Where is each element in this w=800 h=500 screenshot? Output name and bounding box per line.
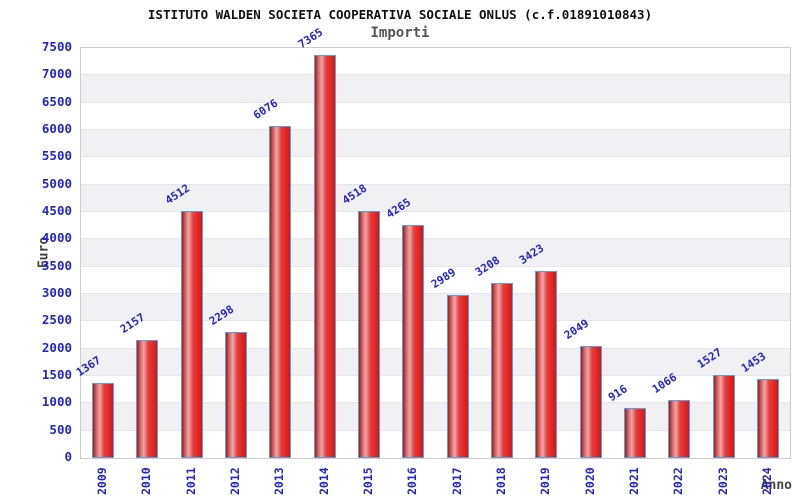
y-tick-label: 7000 [41, 66, 72, 82]
x-tick-label: 2023 [715, 467, 730, 495]
grid-band [81, 184, 790, 212]
y-tick-label: 3500 [41, 257, 72, 273]
x-tick-label: 2014 [316, 467, 331, 495]
x-tick-label: 2010 [139, 467, 154, 495]
x-tick-label: 2024 [759, 467, 774, 495]
x-tick-label: 2015 [361, 467, 376, 495]
bar-2013 [269, 125, 292, 458]
y-tick-label: 500 [49, 421, 72, 437]
bar-2020 [579, 346, 602, 458]
chart-title: ISTITUTO WALDEN SOCIETA COOPERATIVA SOCI… [147, 7, 653, 22]
plot-area: 1367 2157 4512 2298 6076 7365 4518 4265 2989 3208… [74, 26, 791, 459]
x-tick-label: 2011 [183, 467, 198, 495]
bar-2014 [313, 55, 336, 458]
bar-2016 [402, 224, 425, 458]
bar-2009 [92, 383, 115, 458]
y-tick-label: 5000 [41, 175, 72, 191]
x-tick-label: 2019 [538, 467, 553, 495]
bar-2017 [446, 294, 469, 458]
grid-band [81, 75, 790, 103]
y-tick-label: 4500 [41, 203, 72, 218]
y-tick-label: 2500 [41, 312, 72, 328]
bar-2012 [225, 332, 248, 458]
y-tick-label: 1000 [41, 394, 72, 410]
y-tick-label: 7500 [41, 39, 72, 54]
y-tick-label: 3000 [41, 285, 72, 300]
grid-band [81, 102, 790, 130]
x-tick-label: 2022 [671, 467, 686, 495]
bar-2011 [180, 211, 203, 458]
bar-2010 [136, 340, 159, 458]
y-tick-label: 4000 [41, 230, 72, 246]
x-tick-label: 2018 [493, 467, 508, 495]
y-tick-label: 6000 [41, 121, 72, 136]
x-tick-label: 2016 [405, 467, 420, 495]
grid-band [81, 157, 790, 185]
x-tick-label: 2009 [95, 467, 110, 495]
bar-2018 [490, 282, 513, 458]
bar-2022 [668, 399, 691, 458]
y-tick-label: 1500 [41, 367, 72, 382]
y-tick-label: 0 [64, 449, 72, 464]
y-tick-label: 6500 [41, 93, 72, 109]
bar-2019 [535, 270, 558, 458]
bar-2021 [623, 407, 646, 458]
grid-band [81, 130, 790, 158]
x-tick-label: 2013 [272, 467, 287, 495]
y-tick-label: 5500 [41, 148, 72, 164]
x-axis-title: Anno [760, 478, 792, 493]
x-tick-label: 2021 [626, 467, 641, 495]
x-tick-label: 2020 [582, 467, 597, 495]
chart-subtitle: Importi [370, 25, 430, 41]
grid-band [81, 48, 790, 76]
bar-2024 [756, 378, 779, 458]
bar-2015 [358, 211, 381, 458]
y-tick-label: 2000 [41, 339, 72, 355]
x-tick-label: 2017 [449, 467, 464, 495]
x-tick-label: 2012 [228, 467, 243, 495]
bar-2023 [712, 374, 735, 458]
